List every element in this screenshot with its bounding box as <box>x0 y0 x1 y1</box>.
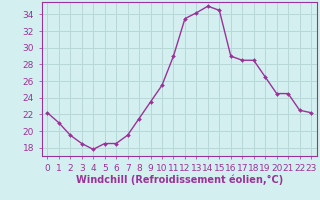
X-axis label: Windchill (Refroidissement éolien,°C): Windchill (Refroidissement éolien,°C) <box>76 174 283 185</box>
